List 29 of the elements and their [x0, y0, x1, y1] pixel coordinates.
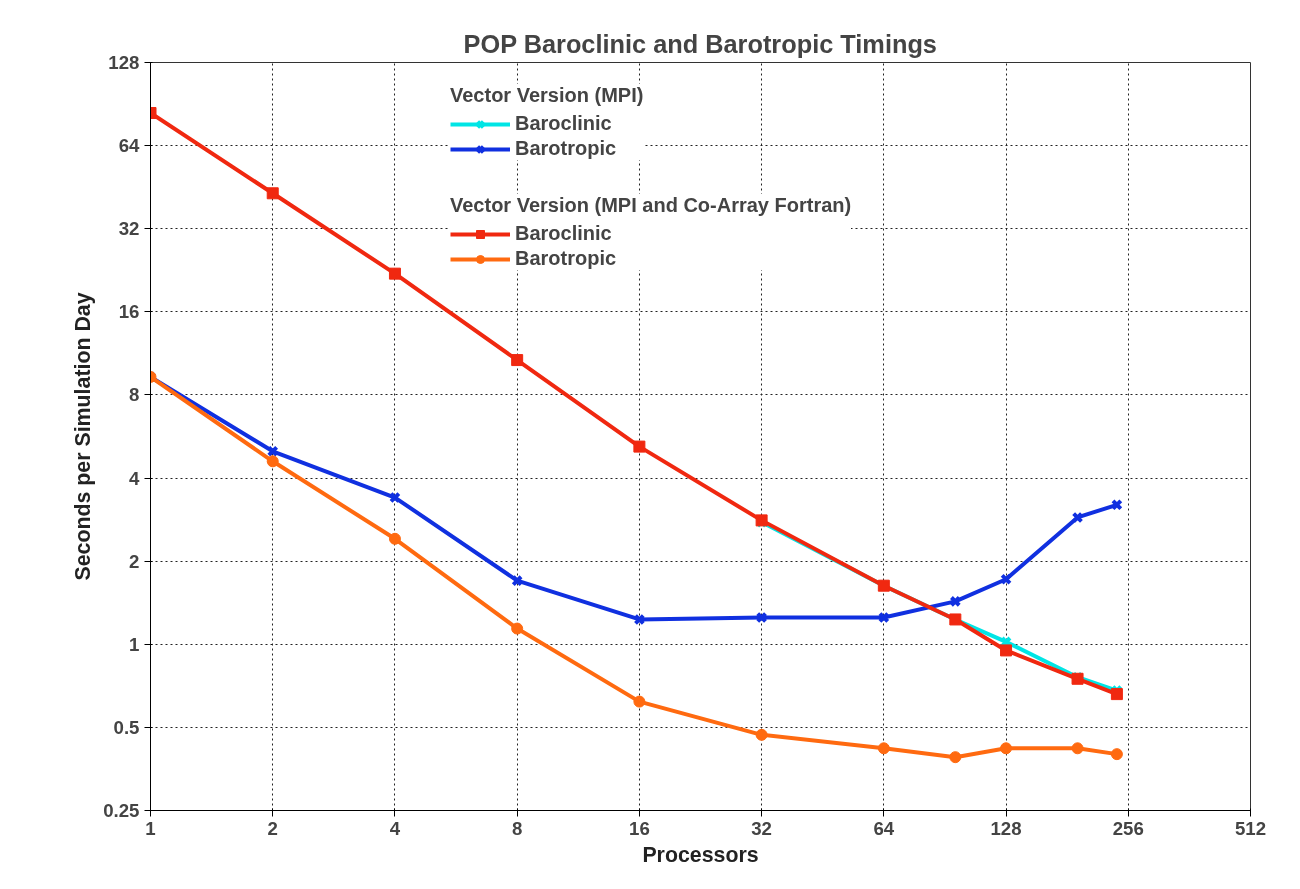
legend-label: Barotropic [515, 247, 617, 270]
x-tick-label: 16 [629, 817, 650, 839]
x-tick-label: 64 [873, 817, 895, 839]
annotation: Vector Version (MPI) [450, 84, 644, 107]
x-tick-label: 4 [389, 817, 401, 839]
annotation: Vector Version (MPI and Co-Array Fortran) [450, 194, 852, 217]
legend-label: Baroclinic [515, 222, 612, 245]
legend-label: Barotropic [515, 137, 617, 160]
y-tick-label: 128 [108, 52, 140, 73]
x-tick-label: 128 [990, 817, 1022, 839]
x-tick-label: 512 [1234, 817, 1267, 839]
x-tick-label: 2 [267, 817, 278, 839]
x-axis-title: Processors [642, 842, 759, 867]
x-tick-label: 8 [511, 817, 523, 839]
chart-title: POP Baroclinic and Barotropic Timings [463, 29, 937, 58]
y-tick-label: 0.25 [103, 800, 140, 821]
y-tick-label: 8 [129, 384, 140, 406]
y-tick-label: 32 [118, 218, 140, 240]
x-tick-label: 32 [751, 817, 772, 839]
x-tick-label: 1 [145, 817, 156, 839]
y-tick-label: 64 [118, 135, 141, 157]
y-tick-label: 4 [129, 467, 141, 489]
y-tick-label: 0.5 [113, 716, 140, 738]
y-tick-label: 1 [129, 633, 140, 655]
legend-label: Baroclinic [515, 112, 612, 135]
y-tick-label: 2 [129, 550, 140, 572]
y-axis-title: Seconds per Simulation Day [71, 292, 96, 581]
y-tick-label: 16 [118, 301, 140, 323]
x-tick-label: 256 [1112, 817, 1144, 839]
